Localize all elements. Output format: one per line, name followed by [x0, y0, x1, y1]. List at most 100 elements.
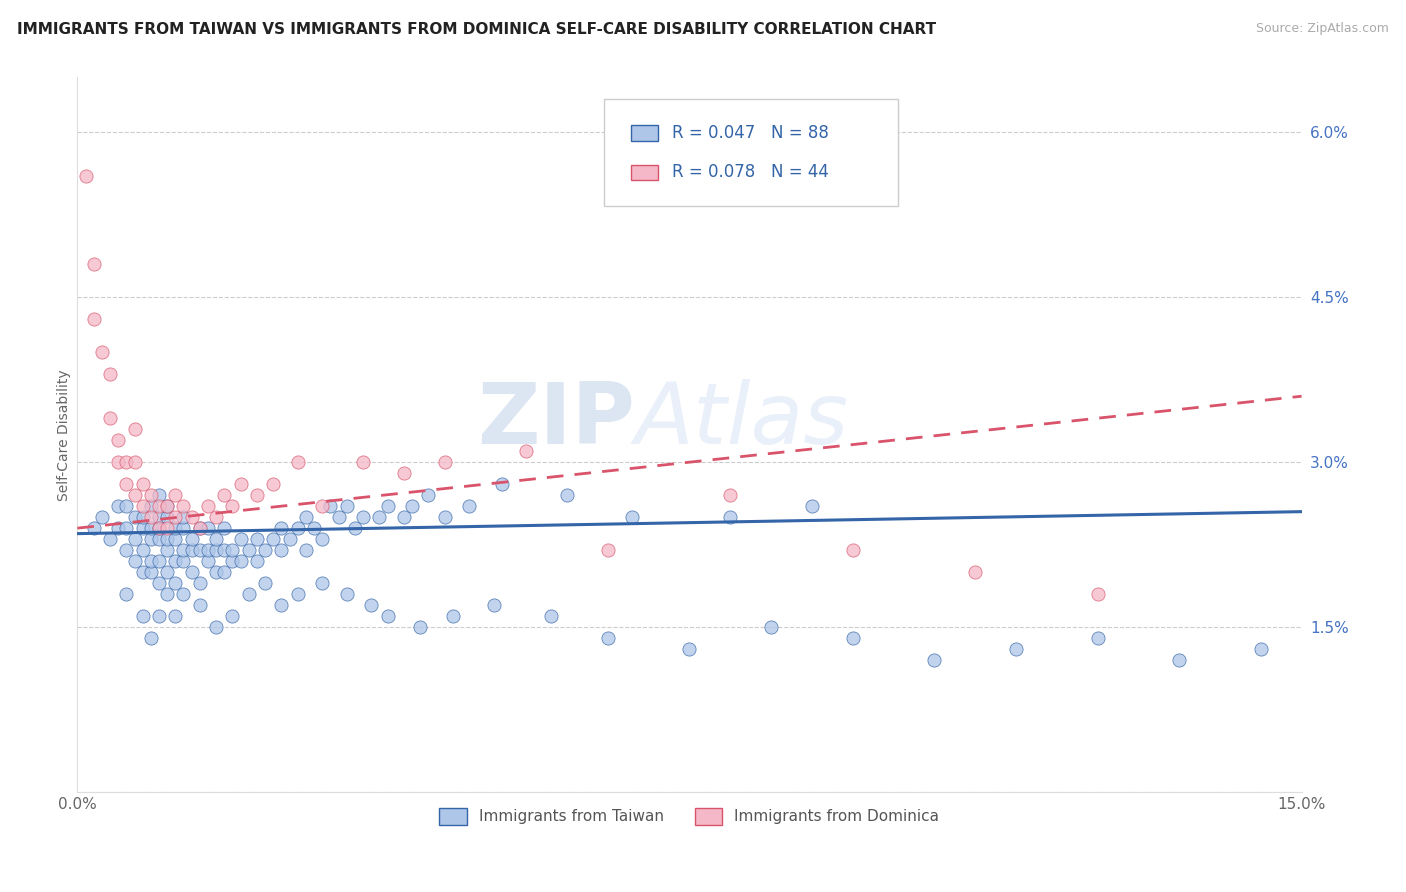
Y-axis label: Self-Care Disability: Self-Care Disability: [58, 369, 72, 500]
FancyBboxPatch shape: [631, 125, 658, 141]
Point: [107, 521, 129, 535]
Point: [172, 587, 194, 601]
Point: [1005, 642, 1028, 657]
Point: [718, 510, 741, 524]
Point: [98, 411, 121, 425]
Point: [392, 466, 415, 480]
Point: [1168, 653, 1191, 667]
Point: [139, 631, 162, 645]
Point: [148, 488, 170, 502]
Point: [343, 521, 366, 535]
Point: [115, 521, 138, 535]
Point: [482, 598, 505, 612]
Point: [295, 510, 318, 524]
Point: [278, 532, 301, 546]
Point: [156, 499, 179, 513]
Point: [336, 499, 359, 513]
Point: [115, 587, 138, 601]
Point: [214, 488, 236, 502]
Point: [131, 499, 153, 513]
Point: [205, 543, 228, 558]
Point: [368, 510, 391, 524]
Point: [596, 631, 619, 645]
Point: [180, 532, 202, 546]
Point: [311, 532, 333, 546]
Point: [83, 312, 105, 326]
Point: [336, 587, 359, 601]
Point: [156, 521, 179, 535]
Point: [172, 510, 194, 524]
Point: [124, 488, 146, 502]
Point: [924, 653, 946, 667]
Text: Atlas: Atlas: [634, 379, 849, 462]
Point: [131, 565, 153, 579]
Point: [221, 554, 243, 568]
Point: [180, 565, 202, 579]
Point: [262, 532, 284, 546]
Point: [246, 488, 269, 502]
Point: [678, 642, 700, 657]
Point: [621, 510, 644, 524]
Point: [270, 521, 292, 535]
Point: [270, 543, 292, 558]
Point: [131, 510, 153, 524]
Point: [156, 587, 179, 601]
Point: [491, 477, 513, 491]
Point: [148, 532, 170, 546]
Point: [139, 521, 162, 535]
Point: [759, 620, 782, 634]
Point: [287, 587, 309, 601]
Point: [214, 543, 236, 558]
Point: [254, 543, 277, 558]
Point: [188, 598, 211, 612]
Point: [229, 554, 252, 568]
Point: [221, 609, 243, 624]
Point: [115, 455, 138, 469]
Point: [131, 543, 153, 558]
Point: [180, 510, 202, 524]
Point: [302, 521, 325, 535]
Point: [287, 521, 309, 535]
Point: [165, 488, 187, 502]
Point: [172, 499, 194, 513]
Point: [418, 488, 440, 502]
Point: [124, 455, 146, 469]
Point: [165, 521, 187, 535]
Point: [148, 510, 170, 524]
Point: [156, 532, 179, 546]
Point: [197, 521, 219, 535]
Point: [156, 510, 179, 524]
Point: [90, 510, 112, 524]
Point: [205, 565, 228, 579]
Point: [165, 576, 187, 591]
Point: [148, 521, 170, 535]
Point: [197, 499, 219, 513]
Point: [377, 499, 399, 513]
Point: [270, 598, 292, 612]
Point: [172, 554, 194, 568]
Point: [107, 433, 129, 447]
Point: [139, 554, 162, 568]
Point: [83, 257, 105, 271]
Point: [360, 598, 382, 612]
Point: [124, 422, 146, 436]
Point: [205, 620, 228, 634]
Point: [319, 499, 342, 513]
Point: [115, 477, 138, 491]
Point: [328, 510, 350, 524]
Point: [596, 543, 619, 558]
Point: [139, 510, 162, 524]
Point: [124, 532, 146, 546]
Point: [409, 620, 432, 634]
Legend: Immigrants from Taiwan, Immigrants from Dominica: Immigrants from Taiwan, Immigrants from …: [430, 798, 949, 834]
Point: [172, 521, 194, 535]
Point: [965, 565, 987, 579]
Point: [139, 499, 162, 513]
Point: [83, 521, 105, 535]
Point: [139, 532, 162, 546]
Point: [295, 543, 318, 558]
Point: [377, 609, 399, 624]
Point: [238, 543, 260, 558]
Point: [1250, 642, 1272, 657]
Text: Source: ZipAtlas.com: Source: ZipAtlas.com: [1256, 22, 1389, 36]
